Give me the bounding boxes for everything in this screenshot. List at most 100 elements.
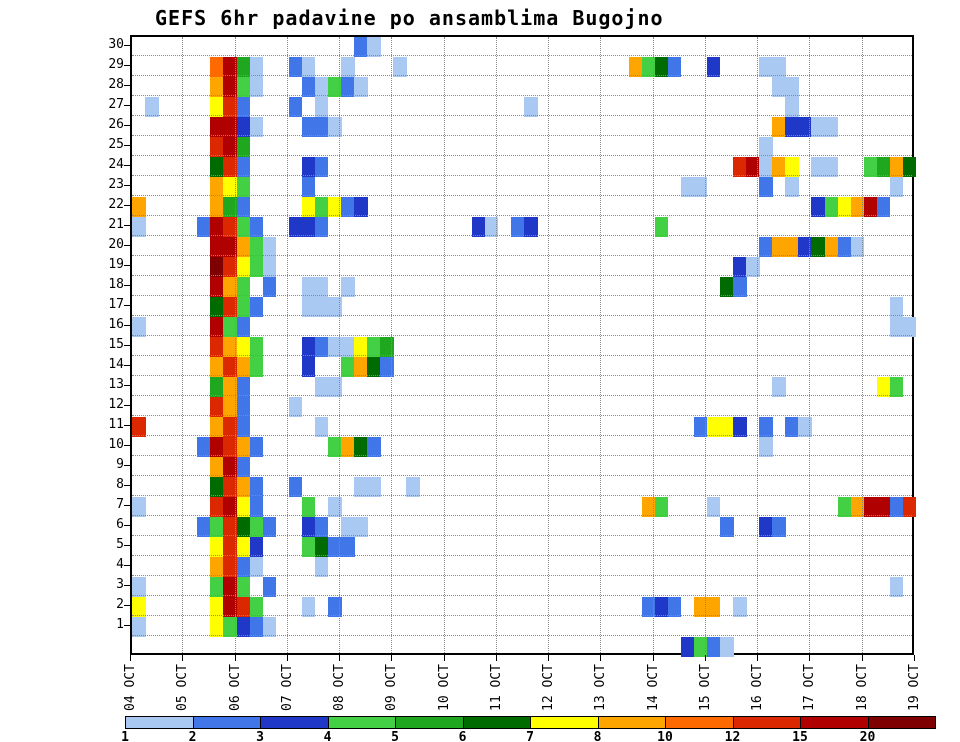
chart-title: GEFS 6hr padavine po ansamblima Bugojno [155,6,664,30]
gridline-horizontal [132,395,912,396]
heatmap-cell [367,437,381,457]
heatmap-cell [876,157,891,177]
heatmap-cell [301,157,316,177]
y-axis-tick [124,385,130,386]
y-axis-label: 21 [108,217,124,232]
legend-color-segment [125,716,194,729]
legend-color-segment [462,716,531,729]
x-axis-tick [391,655,393,661]
heatmap-cell [249,237,264,257]
heatmap-cell [223,137,238,157]
heatmap-cell [720,637,734,657]
heatmap-cell [393,57,407,77]
heatmap-cell [354,477,368,497]
heatmap-cell [210,197,224,217]
heatmap-cell [693,177,708,197]
heatmap-cell [236,297,251,317]
heatmap-cell [341,197,355,217]
y-axis-label: 25 [108,137,124,152]
heatmap-cell [236,117,251,137]
heatmap-cell [236,137,251,157]
gridline-vertical [861,37,863,653]
heatmap-cell [367,337,381,357]
heatmap-cell [811,197,826,217]
y-axis-tick [124,505,130,506]
heatmap-cell [132,617,146,637]
gridline-horizontal [132,635,912,636]
heatmap-cell [889,177,904,197]
heatmap-cell [328,377,342,397]
gridline-horizontal [132,95,912,96]
heatmap-cell [249,477,264,497]
heatmap-cell [210,357,224,377]
heatmap-cell [288,57,303,77]
legend-value-label: 6 [458,730,467,742]
heatmap-cell [249,617,264,637]
gridline-horizontal [132,335,912,336]
heatmap-cell [236,357,251,377]
heatmap-cell [301,597,316,617]
heatmap-cell [341,437,355,457]
heatmap-cell [223,597,238,617]
heatmap-cell [354,37,368,57]
y-axis-tick [124,425,130,426]
y-axis-tick [124,405,130,406]
heatmap-cell [223,417,238,437]
heatmap-cell [210,297,224,317]
heatmap-cell [223,437,238,457]
heatmap-cell [236,197,251,217]
heatmap-cell [301,497,316,517]
y-axis-label: 12 [108,397,124,412]
gridline-horizontal [132,75,912,76]
heatmap-cell [223,517,238,537]
y-axis-tick [124,265,130,266]
heatmap-cell [824,157,839,177]
y-axis-label: 9 [116,457,124,472]
heatmap-cell [210,537,224,557]
gridline-vertical [495,37,497,653]
y-axis-tick [124,145,130,146]
heatmap-cell [314,337,329,357]
heatmap-cell [262,257,277,277]
heatmap-cell [223,537,238,557]
gridline-horizontal [132,155,912,156]
heatmap-cell [223,477,238,497]
legend-value-label: 20 [859,730,876,742]
y-axis-tick [124,165,130,166]
heatmap-cell [889,577,904,597]
y-axis-label: 7 [116,497,124,512]
y-axis-tick [124,525,130,526]
gridline-vertical [809,37,811,653]
heatmap-cell [628,57,643,77]
heatmap-cell [654,57,669,77]
heatmap-cell [210,517,224,537]
heatmap-cell [236,157,251,177]
x-axis-label: 18 OCT [854,664,870,711]
heatmap-cell [249,497,264,517]
y-axis-tick [124,105,130,106]
heatmap-cell [889,377,904,397]
y-axis-tick [124,585,130,586]
gridline-vertical [757,37,759,653]
y-axis-label: 17 [108,297,124,312]
x-axis-label: 15 OCT [697,664,713,711]
heatmap-cell [223,117,238,137]
heatmap-cell [380,357,394,377]
heatmap-cell [759,517,773,537]
x-axis-label: 05 OCT [175,664,191,711]
heatmap-cell [341,517,355,537]
heatmap-cell [341,277,355,297]
gridline-vertical [286,37,288,653]
heatmap-cell [301,57,316,77]
y-axis-tick [124,445,130,446]
heatmap-cell [210,617,224,637]
heatmap-cell [367,357,381,377]
heatmap-cell [902,157,917,177]
heatmap-cell [262,577,277,597]
heatmap-cell [706,597,721,617]
heatmap-cell [706,417,721,437]
heatmap-cell [314,97,329,117]
legend-color-segment [260,716,329,729]
legend-color-segment [867,716,936,729]
heatmap-cell [328,197,342,217]
